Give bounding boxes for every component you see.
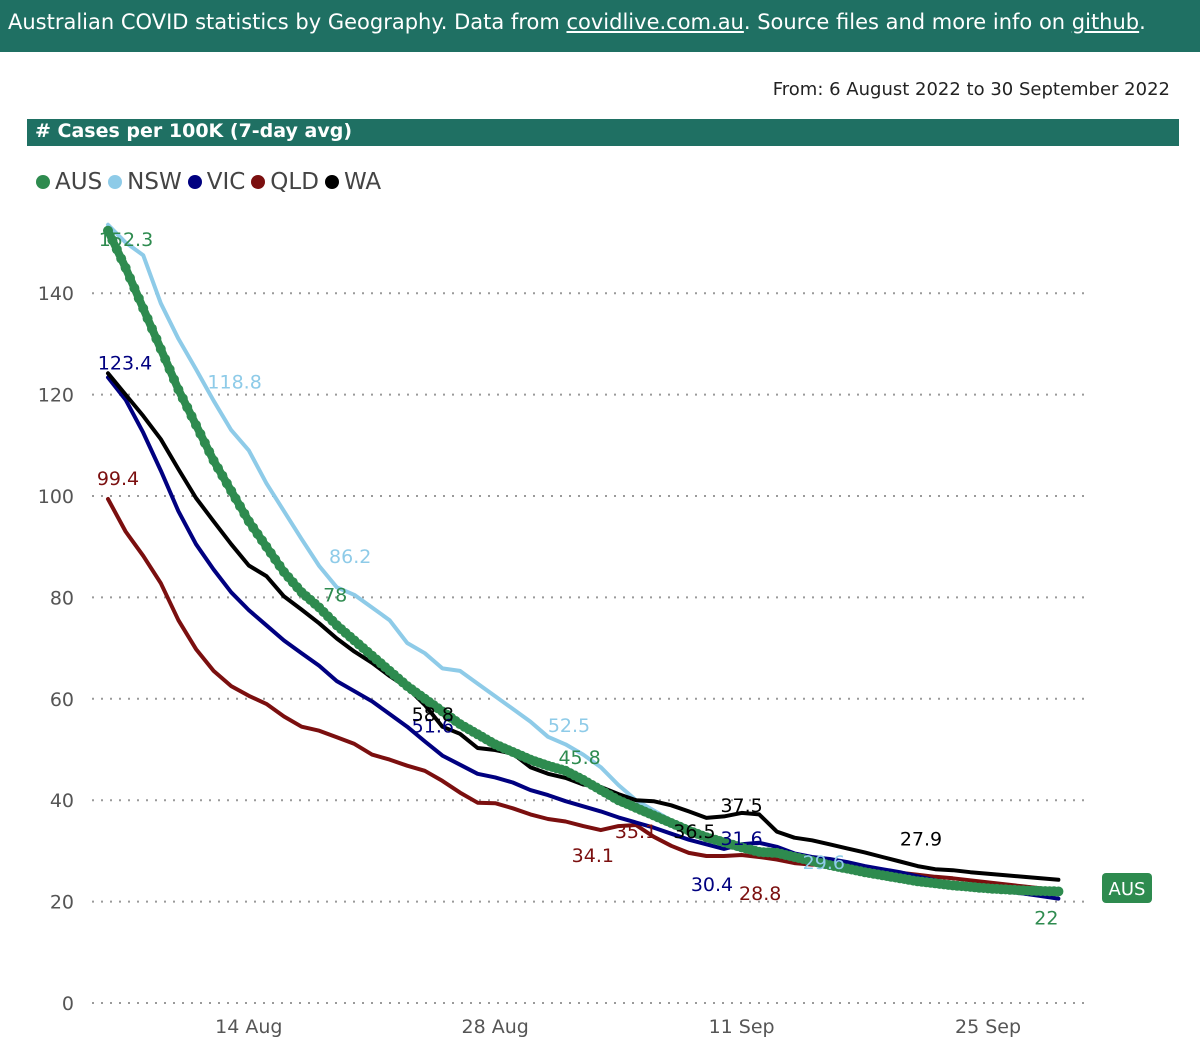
- y-tick-label: 0: [62, 993, 74, 1015]
- data-label-wa: 58.8: [412, 704, 454, 726]
- series-point-aus: [173, 384, 184, 395]
- y-tick-label: 80: [50, 587, 74, 609]
- series-point-aus: [177, 393, 188, 404]
- x-tick-label: 14 Aug: [215, 1016, 282, 1038]
- chart-title: # Cases per 100K (7-day avg): [27, 119, 1179, 146]
- legend-dot-aus: [36, 175, 50, 189]
- x-tick-label: 11 Sep: [709, 1016, 775, 1038]
- data-label-nsw: 29.6: [803, 852, 845, 874]
- series-point-aus: [204, 446, 215, 457]
- series-point-aus: [155, 344, 166, 354]
- end-badge-aus: [1102, 873, 1152, 903]
- data-label-qld: 99.4: [97, 468, 139, 490]
- header-text-before: Australian COVID statistics by Geography…: [8, 10, 567, 34]
- series-point-aus: [213, 463, 223, 474]
- series-point-aus: [111, 244, 122, 255]
- y-tick-label: 60: [50, 689, 74, 711]
- series-point-aus: [1053, 886, 1064, 897]
- legend-dot-qld: [251, 175, 266, 189]
- series-point-aus: [120, 262, 131, 273]
- legend-item-nsw[interactable]: NSW: [108, 169, 182, 195]
- data-label-aus: 45.8: [558, 747, 600, 769]
- data-label-aus: 78: [323, 585, 347, 607]
- data-label-nsw: 52.5: [548, 715, 590, 737]
- legend-label-vic: VIC: [206, 169, 246, 195]
- x-tick-label: 28 Aug: [462, 1016, 529, 1038]
- data-label-wa: 37.5: [720, 795, 762, 817]
- chart-legend: AUS NSW VIC QLD WA: [36, 169, 381, 195]
- data-label-wa: 36.5: [673, 821, 715, 843]
- series-point-aus: [133, 293, 144, 304]
- data-label-nsw: 86.2: [329, 546, 371, 568]
- header-text-after: .: [1139, 10, 1146, 34]
- data-label-vic: 51.6: [412, 715, 454, 737]
- data-label-vic: 31.6: [720, 828, 762, 850]
- legend-label-qld: QLD: [270, 169, 319, 195]
- series-point-aus: [195, 428, 206, 439]
- end-badge-label: AUS: [1109, 879, 1146, 900]
- data-label-qld: 28.8: [739, 883, 781, 905]
- series-line-nsw: [106, 222, 1061, 893]
- series-point-aus: [226, 485, 237, 496]
- series-point-aus: [221, 478, 232, 489]
- legend-dot-nsw: [108, 175, 123, 189]
- series-point-aus: [208, 455, 219, 466]
- y-tick-label: 140: [38, 283, 74, 305]
- data-label-nsw: 118.8: [207, 372, 261, 394]
- data-label-vic: 30.4: [691, 874, 733, 896]
- data-label-vic: 123.4: [98, 352, 152, 374]
- y-tick-label: 40: [50, 790, 74, 812]
- series-point-aus: [151, 333, 162, 344]
- series-point-aus: [142, 313, 153, 324]
- series-point-aus: [125, 273, 135, 283]
- covidlive-link[interactable]: covidlive.com.au: [566, 10, 744, 34]
- series-point-aus: [138, 303, 149, 314]
- data-label-aus: 152.3: [99, 229, 153, 251]
- x-tick-label: 25 Sep: [955, 1016, 1021, 1038]
- y-tick-label: 20: [50, 892, 74, 914]
- series-point-aus: [186, 411, 197, 422]
- header-text-middle: . Source files and more info on: [743, 10, 1072, 34]
- legend-item-wa[interactable]: WA: [324, 169, 382, 195]
- series-point-aus: [182, 402, 193, 413]
- series-point-aus: [169, 374, 179, 385]
- series-point-aus: [107, 235, 118, 246]
- series-point-aus: [103, 225, 113, 236]
- series-line-vic: [106, 375, 1061, 901]
- legend-dot-wa: [324, 175, 339, 189]
- series-point-aus: [199, 437, 210, 448]
- data-label-qld: 34.1: [572, 845, 614, 867]
- legend-item-qld[interactable]: QLD: [251, 169, 319, 195]
- series-point-aus: [217, 470, 228, 481]
- y-tick-label: 120: [38, 385, 74, 407]
- date-range-label: From: 6 August 2022 to 30 September 2022: [772, 79, 1170, 100]
- series-line-wa: [106, 371, 1061, 882]
- data-label-qld: 35.1: [615, 821, 657, 843]
- series-point-aus: [239, 508, 250, 519]
- series-point-aus: [147, 323, 157, 334]
- legend-dot-vic: [187, 175, 202, 189]
- series-point-aus: [191, 420, 201, 430]
- legend-label-wa: WA: [343, 169, 382, 195]
- legend-label-nsw: NSW: [127, 169, 182, 195]
- series-point-aus: [235, 501, 245, 512]
- legend-item-vic[interactable]: VIC: [187, 169, 246, 195]
- report-header: Australian COVID statistics by Geography…: [0, 0, 1200, 52]
- series-point-aus: [160, 354, 171, 365]
- series-point-aus: [129, 283, 140, 294]
- legend-label-aus: AUS: [55, 169, 103, 195]
- series-point-aus: [230, 493, 241, 504]
- series-point-aus: [116, 253, 127, 264]
- series-line-aus: [104, 226, 1063, 896]
- data-label-aus: 22: [1034, 907, 1058, 929]
- github-link[interactable]: github: [1071, 10, 1140, 34]
- legend-item-aus[interactable]: AUS: [36, 169, 102, 195]
- series-point-aus: [164, 364, 175, 375]
- y-tick-label: 100: [38, 486, 74, 508]
- data-label-wa: 27.9: [900, 829, 942, 851]
